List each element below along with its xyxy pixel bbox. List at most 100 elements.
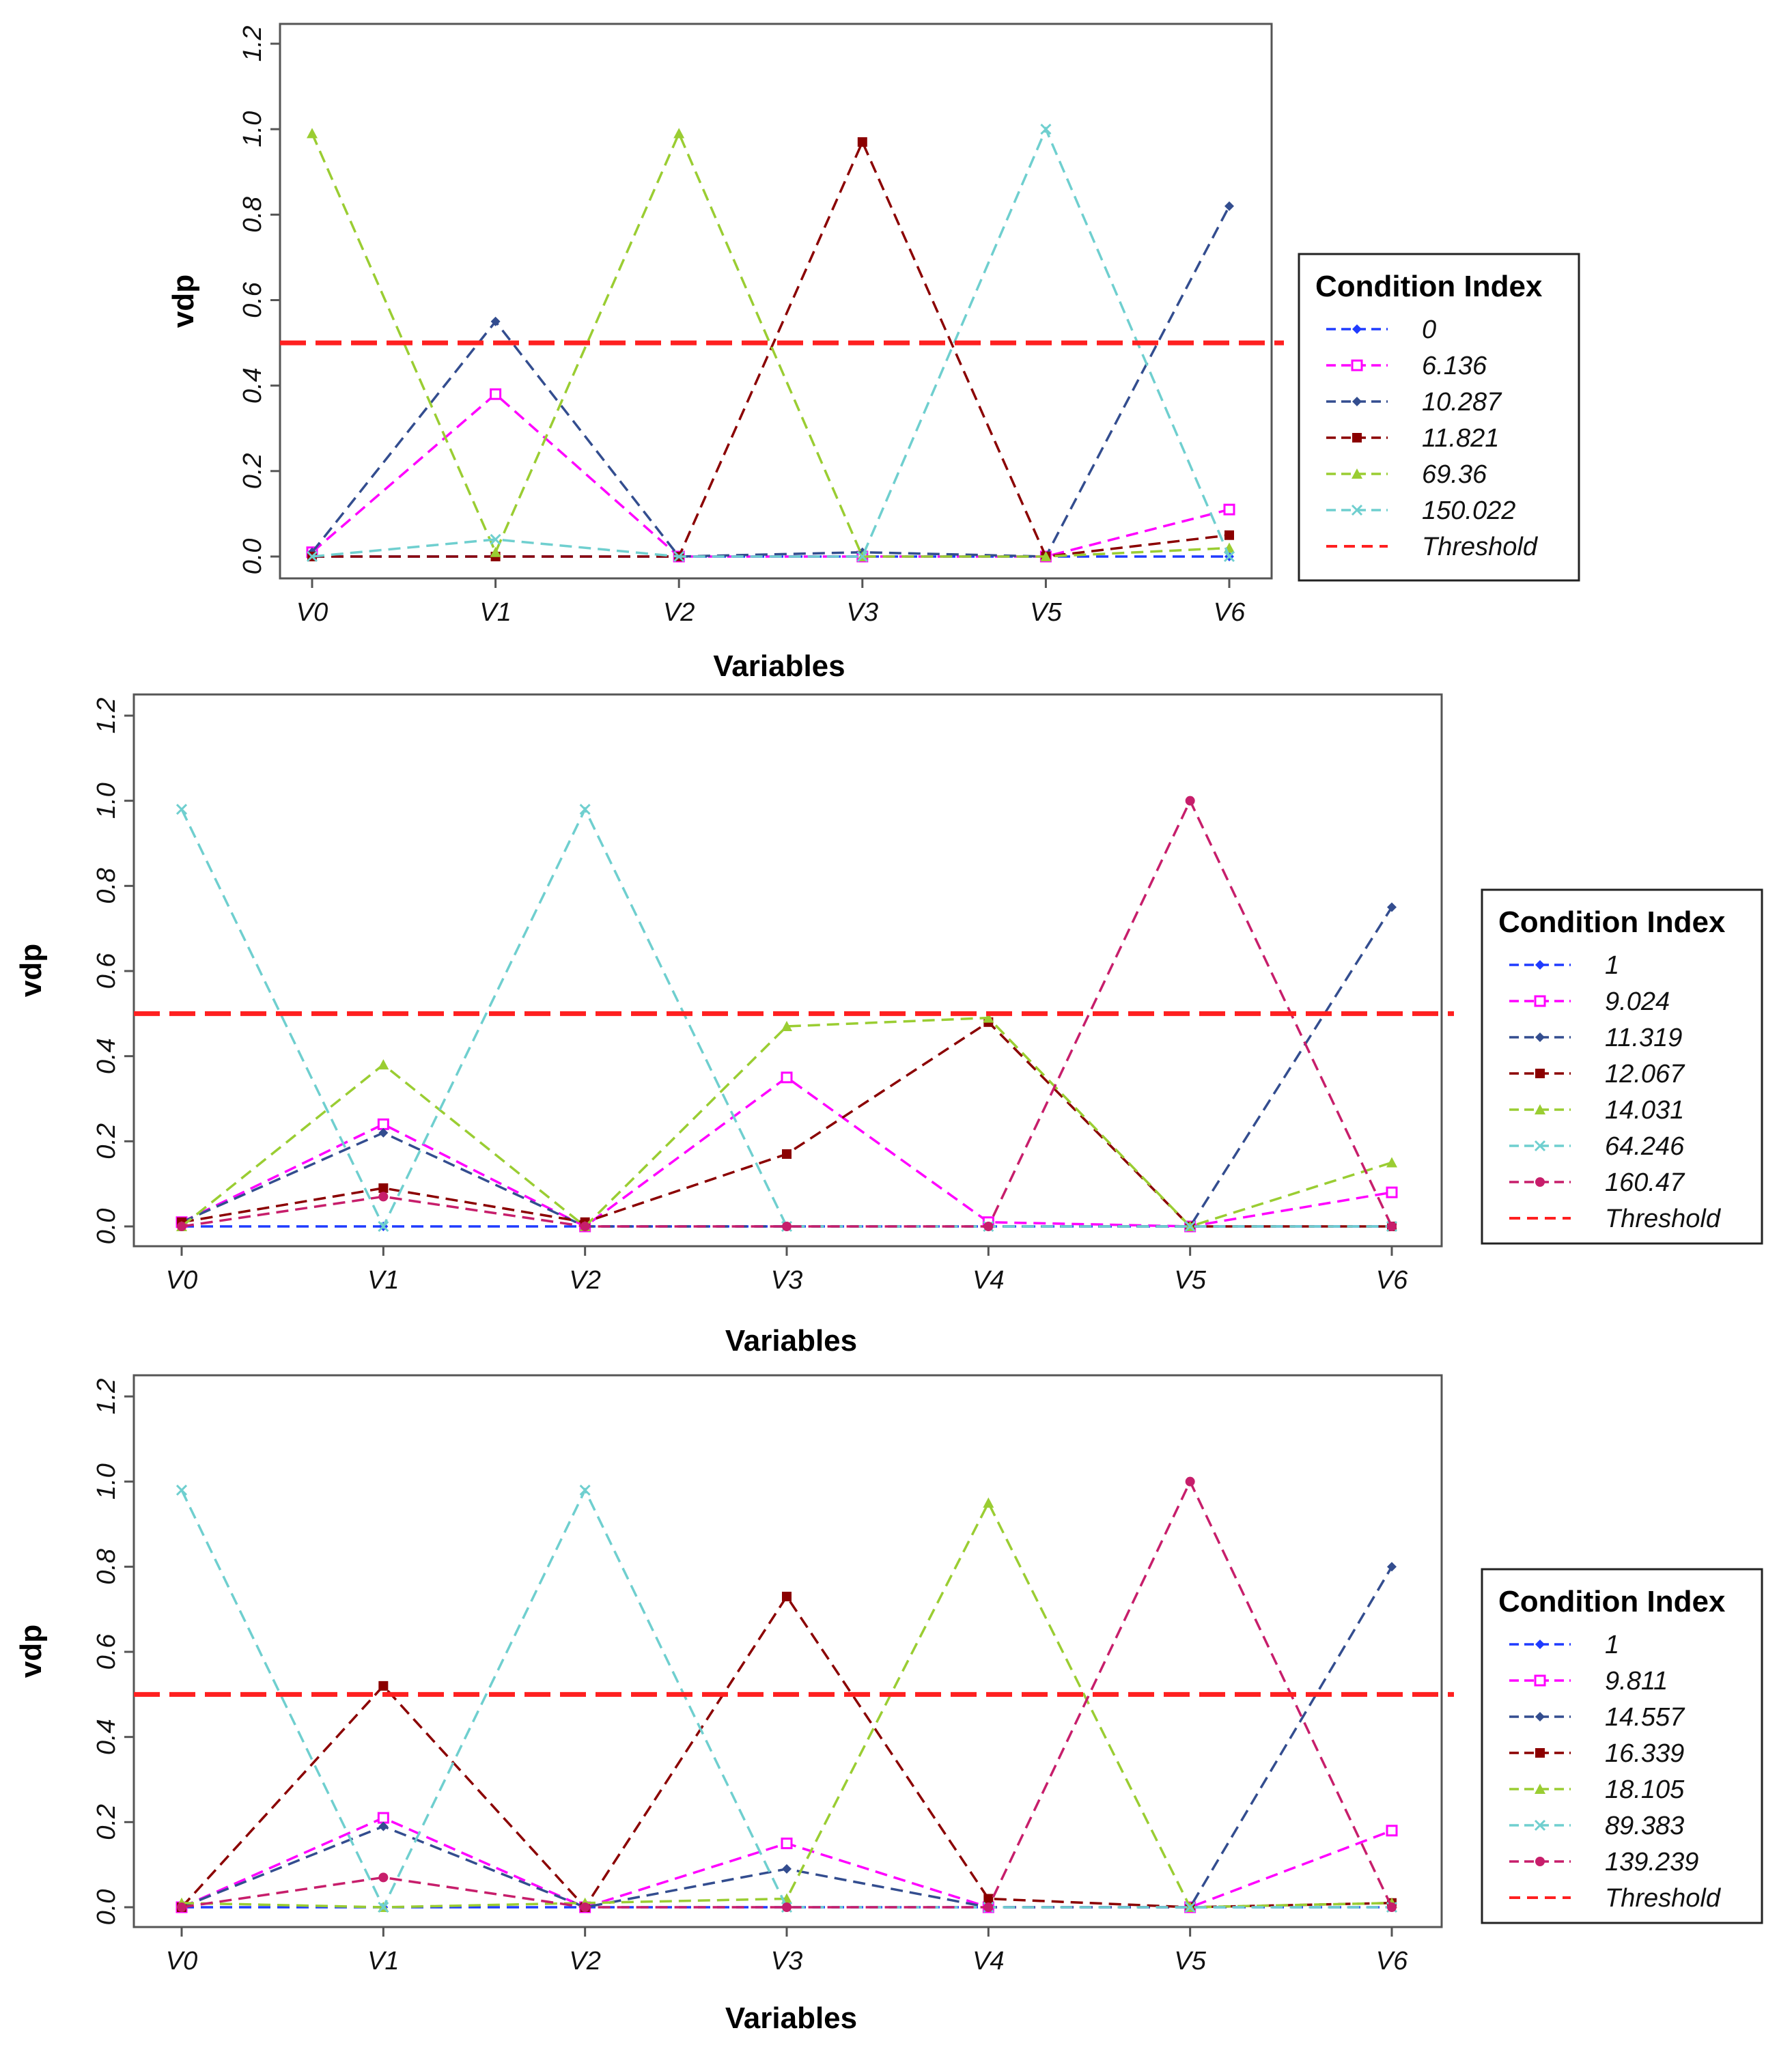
y-tick-label: 0.2 (92, 1123, 121, 1159)
x-tick-label: V5 (1030, 598, 1062, 627)
series-line (311, 392, 1230, 558)
data-point (781, 1021, 792, 1032)
chart-panel-1: 0.0 0.2 0.4 0.6 0.8 1.0 1.2 V0 V1 V2 V3 V5 V6 Variabl… (167, 23, 1580, 683)
legend: Condition Index 1 9.811 14.557 16.339 18.105 8… (1481, 1568, 1763, 1924)
data-point (579, 1485, 591, 1496)
y-tick-label: 1.0 (92, 783, 121, 819)
data-point (1184, 1220, 1196, 1233)
x-tick-label: V2 (569, 1947, 600, 1976)
y-axis-title: vdp (14, 944, 48, 997)
data-point (176, 804, 188, 815)
x-axis-title: Variables (725, 1324, 857, 1358)
x-tick-label: V6 (1376, 1947, 1408, 1976)
series-line (311, 130, 1230, 558)
data-point (307, 128, 318, 139)
y-tick-label: 0.8 (238, 197, 267, 233)
data-point (490, 533, 501, 546)
legend-marker (1535, 1177, 1545, 1187)
legend-entry-label: 1 (1605, 1631, 1619, 1659)
y-axis-title: vdp (14, 1625, 48, 1678)
data-point (378, 1127, 389, 1138)
series-4 (176, 1497, 1397, 1912)
y-tick-label: 0.0 (238, 539, 267, 575)
legend-marker (1351, 359, 1363, 371)
series-3 (177, 1591, 1397, 1912)
data-point (1185, 796, 1195, 806)
series-2 (307, 201, 1234, 561)
series-6 (177, 796, 1397, 1231)
data-point (1040, 551, 1052, 561)
series-line (180, 1594, 1392, 1909)
series-5 (306, 124, 1235, 563)
legend-entry-label: 89.383 (1605, 1812, 1684, 1840)
data-point (378, 1821, 389, 1831)
legend-marker (1352, 468, 1362, 479)
data-point (1387, 1902, 1397, 1912)
x-axis-title: Variables (725, 2001, 857, 2035)
data-point (1184, 1901, 1196, 1913)
data-point (856, 550, 868, 563)
data-point (378, 1681, 389, 1691)
data-point (306, 550, 318, 563)
data-point (1387, 1562, 1397, 1572)
data-point (177, 1902, 186, 1912)
x-tick-label: V2 (569, 1266, 600, 1295)
y-tick-label: 0.4 (92, 1719, 121, 1755)
data-point (782, 1149, 792, 1159)
data-point (781, 1838, 793, 1849)
y-tick-label: 1.0 (92, 1463, 121, 1500)
y-axis-title: vdp (167, 275, 200, 328)
data-point (983, 1012, 994, 1023)
y-tick-label: 0.6 (92, 953, 121, 989)
legend-title: Condition Index (1315, 270, 1543, 303)
legend-marker (1535, 1032, 1545, 1042)
chart-panel-3: 0.0 0.2 0.4 0.6 0.8 1.0 1.2 V0 V1 V2 V3 V4 V5 V6 Varia… (14, 1374, 1763, 2035)
x-tick-label: V3 (847, 598, 878, 627)
legend: Condition Index 0 6.136 10.287 11.821 69.36 15… (1298, 253, 1580, 582)
x-tick-label: V2 (663, 598, 695, 627)
legend-entry-label: 12.067 (1605, 1060, 1685, 1088)
data-point (1386, 1825, 1398, 1837)
series-line (181, 906, 1393, 1228)
x-tick-label: V1 (367, 1947, 399, 1976)
chart-panel-2: 0.0 0.2 0.4 0.6 0.8 1.0 1.2 V0 V1 V2 V3 V4 V5 V6 Varia… (14, 693, 1763, 1358)
x-tick-label: V0 (296, 598, 328, 627)
series-line (311, 206, 1231, 558)
x-tick-label: V6 (1376, 1266, 1408, 1295)
y-tick-label: 1.2 (92, 698, 121, 734)
data-point (490, 388, 502, 400)
y-tick-label: 0.6 (92, 1633, 121, 1670)
legend-entry-label: 64.246 (1605, 1132, 1685, 1161)
data-point (176, 1485, 188, 1496)
legend-entry-label: 160.47 (1605, 1168, 1685, 1197)
x-tick-label: V6 (1214, 598, 1246, 627)
data-point (580, 1222, 590, 1231)
legend-marker (1535, 1069, 1545, 1078)
legend-marker (1535, 1712, 1545, 1721)
legend-marker (1535, 1748, 1545, 1758)
legend-entry-label: 14.557 (1605, 1703, 1685, 1732)
data-point (378, 1220, 389, 1233)
data-point (377, 1812, 389, 1824)
legend-marker (1352, 324, 1362, 334)
data-point (1040, 124, 1052, 135)
data-point (1387, 902, 1397, 912)
legend-marker (1535, 1857, 1545, 1866)
data-point (782, 1222, 792, 1231)
x-tick-label: V1 (479, 598, 511, 627)
y-tick-label: 0.8 (92, 868, 121, 904)
x-axis-title: Variables (713, 649, 845, 683)
x-tick-label: V0 (166, 1947, 197, 1976)
y-tick-label: 1.2 (238, 26, 267, 62)
y-tick-label: 0.6 (238, 281, 267, 318)
legend-entry-label: 139.239 (1605, 1848, 1698, 1877)
legend-entry-label: 1 (1605, 951, 1619, 980)
legend-title: Condition Index (1498, 1585, 1726, 1618)
data-point (377, 1118, 389, 1130)
data-point (857, 137, 867, 147)
x-tick-label: V4 (972, 1947, 1004, 1976)
data-point (378, 1872, 389, 1883)
legend-entry-label: 10.287 (1422, 388, 1502, 417)
data-point (1224, 201, 1234, 211)
data-point (579, 804, 591, 815)
